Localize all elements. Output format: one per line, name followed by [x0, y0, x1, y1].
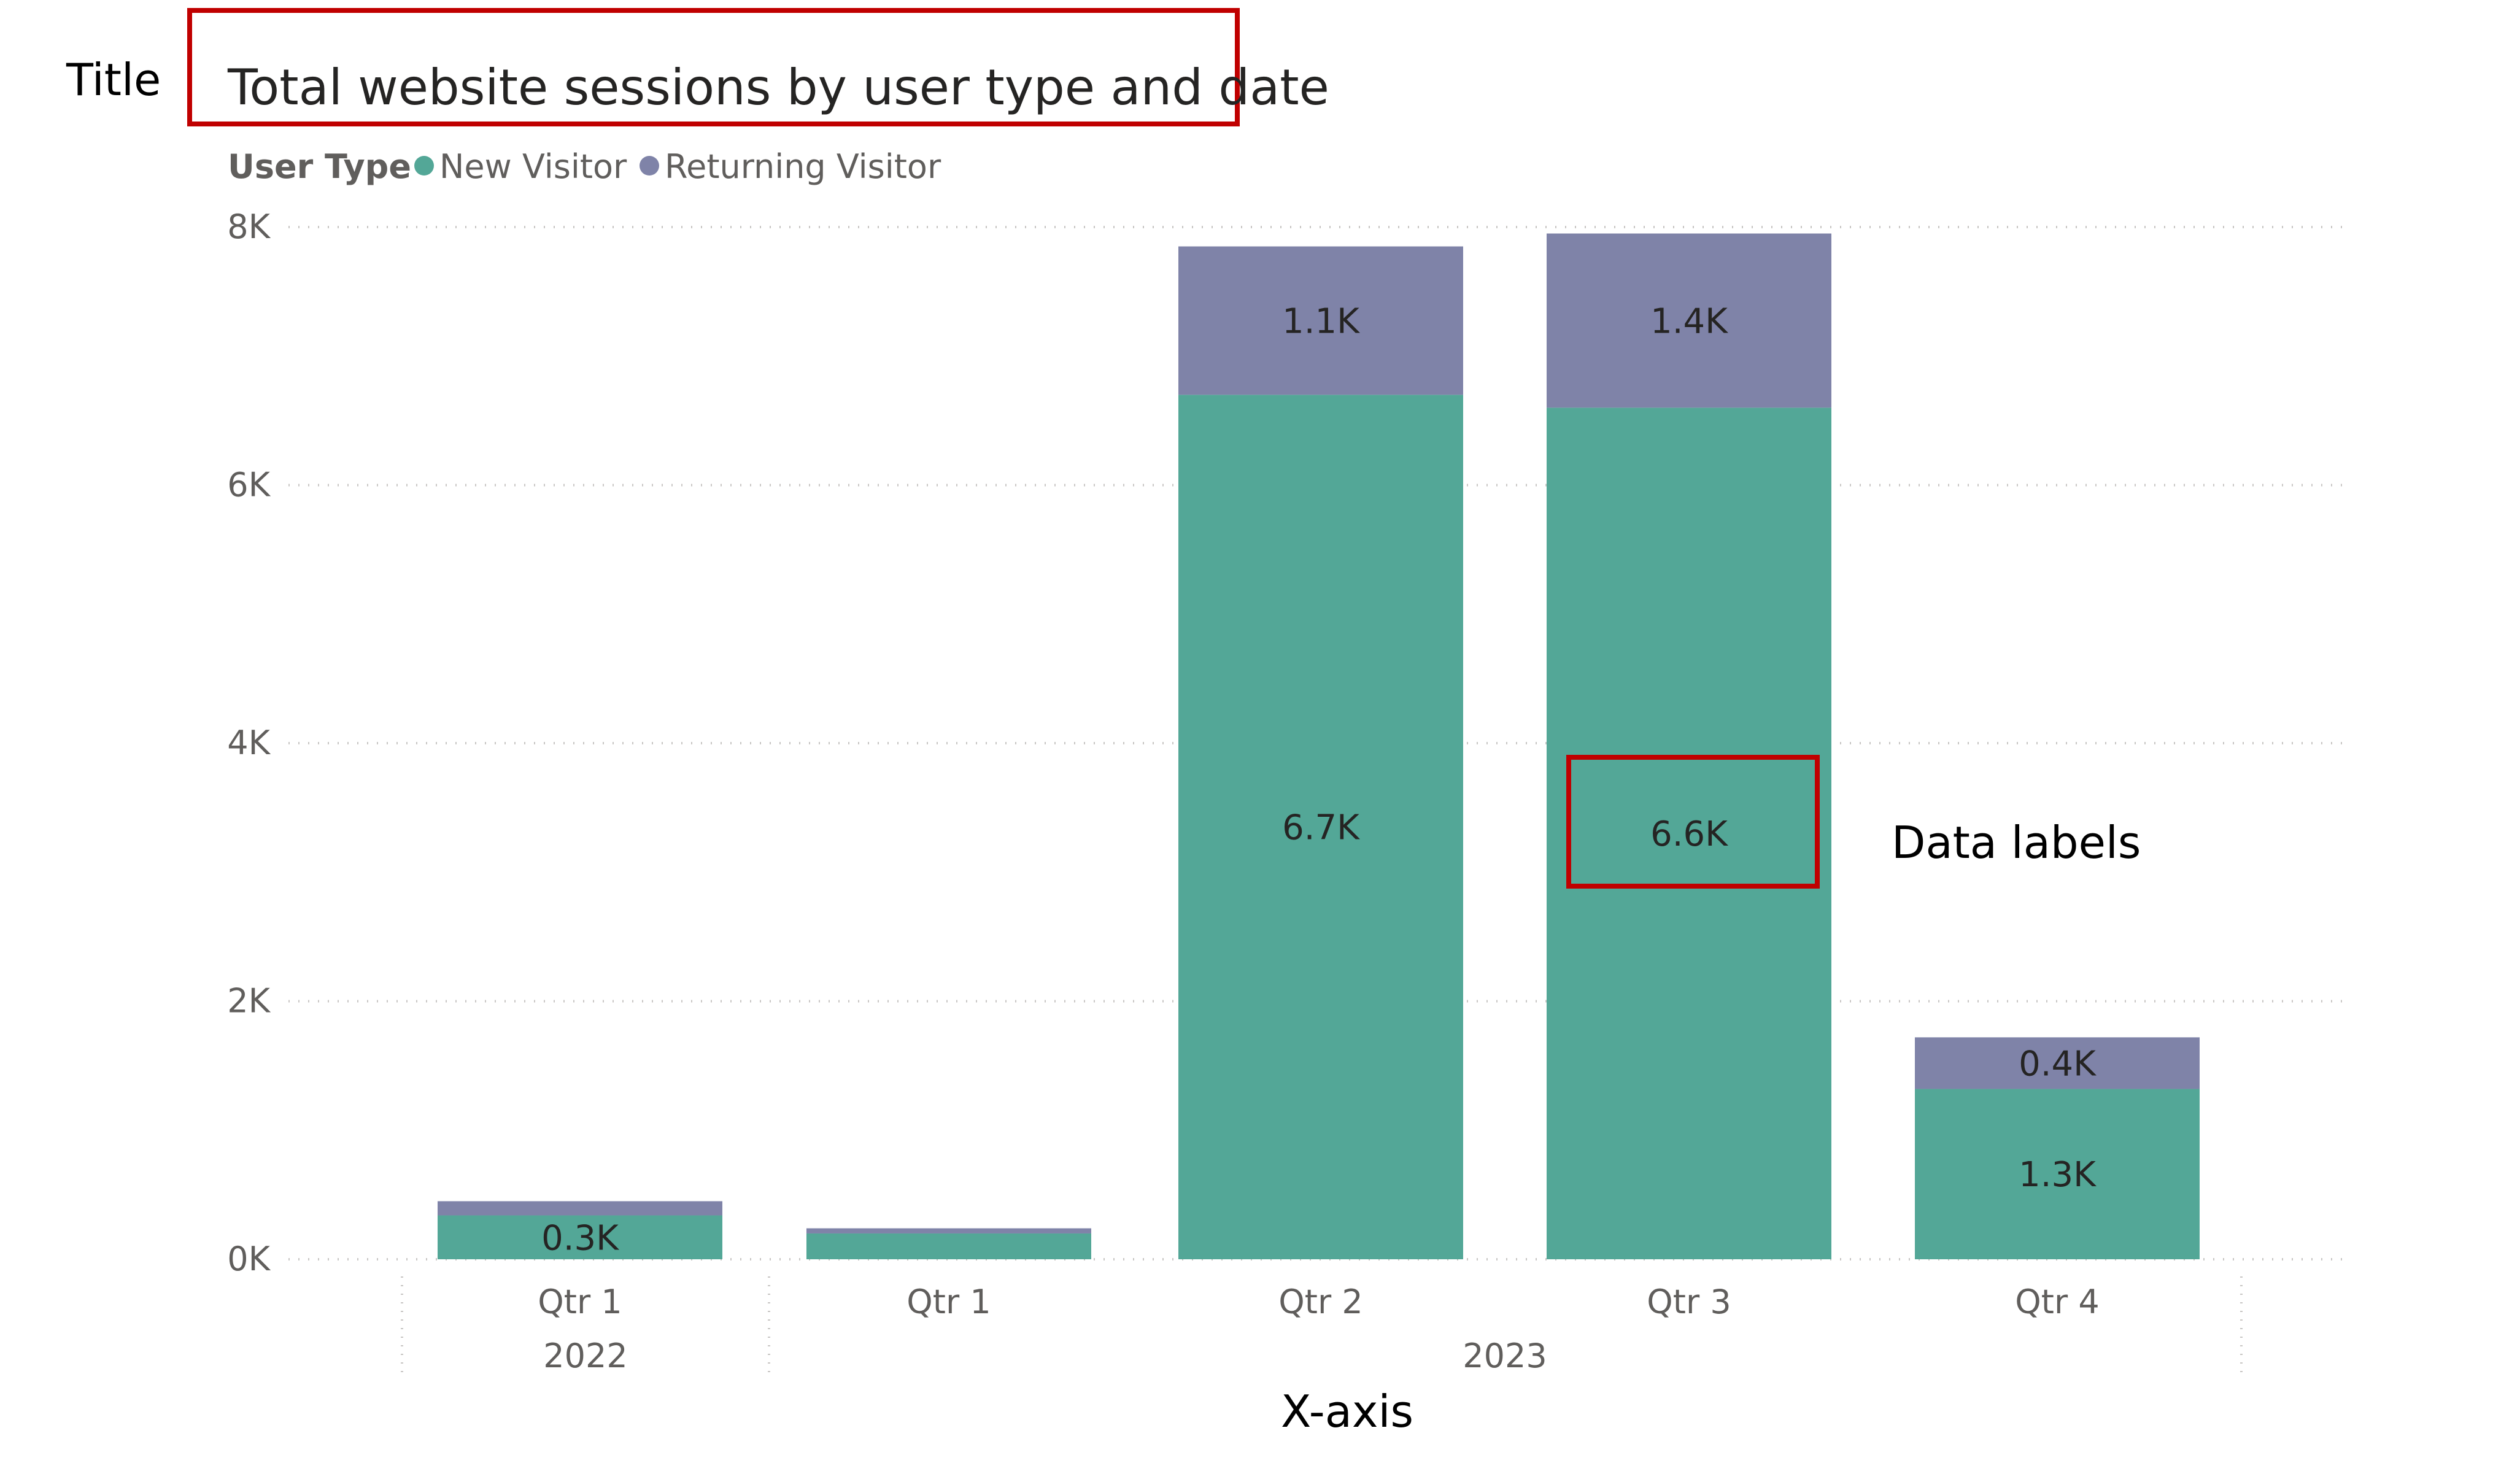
data-label: 1.3K — [2019, 1155, 2097, 1195]
bar-segment-returning-visitor[interactable] — [806, 1228, 1091, 1233]
data-label: 0.4K — [2019, 1044, 2097, 1084]
data-label: 6.7K — [1282, 808, 1360, 848]
bar-segment-returning-visitor[interactable] — [1915, 1037, 2200, 1089]
y-tick-label: 6K — [227, 466, 271, 504]
bar-segment-returning-visitor[interactable] — [1178, 246, 1463, 395]
chart-title: Total website sessions by user type and … — [227, 59, 1329, 116]
y-tick-label: 0K — [227, 1240, 271, 1278]
bar-segment-new-visitor[interactable] — [806, 1233, 1091, 1259]
y-axis: 0K 2K 4K 6K 8K — [227, 207, 271, 1278]
x-axis: Qtr 1 Qtr 1 Qtr 2 Qtr 3 Qtr 4 2022 2023 — [401, 1276, 2243, 1378]
data-labels-highlight-box — [1566, 755, 1820, 889]
data-label: 0.3K — [541, 1218, 619, 1258]
bar-segment-new-visitor[interactable] — [1915, 1089, 2200, 1259]
x-group-label: 2022 — [543, 1337, 627, 1375]
legend-dot-returning-visitor — [640, 156, 659, 176]
data-label: 6.6K — [1650, 814, 1728, 854]
x-tick-label: Qtr 1 — [906, 1283, 991, 1321]
bar-segment-new-visitor[interactable] — [1547, 407, 1831, 1259]
y-tick-label: 2K — [227, 982, 271, 1021]
legend-label-new-visitor[interactable]: New Visitor — [439, 147, 627, 186]
bar-segment-new-visitor[interactable] — [438, 1215, 722, 1259]
legend-label-returning-visitor[interactable]: Returning Visitor — [665, 147, 941, 186]
bar-segment-returning-visitor[interactable] — [438, 1201, 722, 1216]
y-tick-label: 8K — [227, 207, 271, 246]
x-tick-label: Qtr 3 — [1647, 1283, 1731, 1321]
x-group-label: 2023 — [1463, 1337, 1547, 1375]
data-label: 1.1K — [1282, 301, 1360, 341]
legend: User Type New Visitor Returning Visitor — [228, 147, 941, 186]
bars: 0.3K 6.7K 1.1K 6.6K 1.4K 1.3K 0.4K — [438, 233, 2200, 1260]
legend-title: User Type — [228, 147, 411, 186]
bar-segment-returning-visitor[interactable] — [1547, 233, 1831, 408]
data-label: 1.4K — [1650, 301, 1728, 341]
legend-dot-new-visitor — [414, 156, 434, 176]
x-tick-label: Qtr 1 — [538, 1283, 622, 1321]
bar-segment-new-visitor[interactable] — [1178, 395, 1463, 1260]
x-tick-label: Qtr 4 — [2015, 1283, 2099, 1321]
title-callout-label: Title — [66, 54, 161, 106]
y-tick-label: 4K — [227, 724, 271, 762]
x-tick-label: Qtr 2 — [1278, 1283, 1362, 1321]
title-highlight-box — [187, 8, 1240, 126]
data-labels-callout-label: Data labels — [1892, 817, 2141, 868]
x-axis-callout-label: X-axis — [1281, 1386, 1413, 1437]
